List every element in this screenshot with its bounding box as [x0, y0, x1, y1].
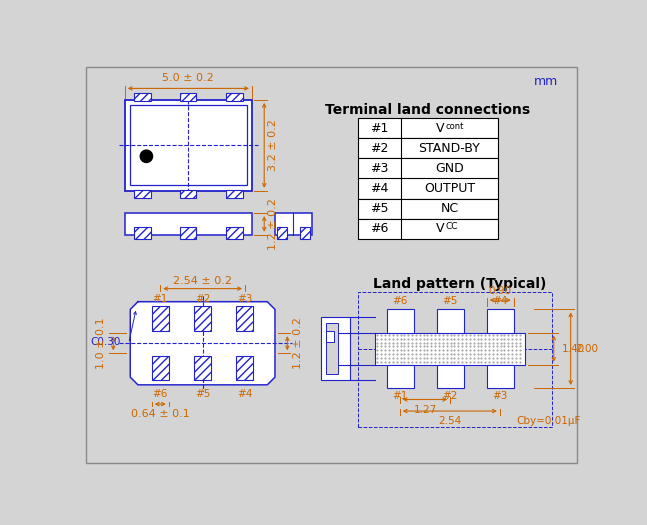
Bar — [179, 190, 197, 198]
Bar — [326, 331, 333, 342]
Bar — [487, 309, 514, 332]
Bar — [487, 365, 514, 388]
Text: #6: #6 — [392, 296, 408, 306]
Bar — [321, 317, 351, 380]
Text: C0.30: C0.30 — [91, 337, 121, 347]
Text: OUTPUT: OUTPUT — [424, 182, 475, 195]
Bar — [194, 355, 211, 380]
Text: 1.0 ± 0.1: 1.0 ± 0.1 — [96, 318, 106, 369]
Text: 0.90: 0.90 — [488, 286, 512, 296]
Text: #3: #3 — [492, 391, 507, 401]
Text: #5: #5 — [371, 202, 389, 215]
Bar — [276, 227, 287, 239]
Text: #1: #1 — [153, 294, 168, 304]
Bar — [130, 106, 247, 185]
Bar — [358, 139, 498, 159]
Text: 2.54: 2.54 — [438, 416, 461, 426]
Bar — [358, 159, 498, 178]
Text: NC: NC — [441, 202, 459, 215]
Text: 3.2 ± 0.2: 3.2 ± 0.2 — [269, 120, 278, 171]
Bar — [387, 365, 413, 388]
Bar — [194, 306, 211, 331]
Text: Land pattern (Typical): Land pattern (Typical) — [373, 277, 547, 291]
Text: GND: GND — [435, 162, 464, 175]
Bar — [134, 227, 151, 239]
Bar — [125, 100, 252, 191]
Text: #4: #4 — [237, 390, 252, 400]
Bar — [152, 306, 169, 331]
Text: V: V — [436, 222, 444, 235]
Text: 1.2 ± 0.2: 1.2 ± 0.2 — [269, 198, 278, 250]
Text: 5.0 ± 0.2: 5.0 ± 0.2 — [162, 73, 214, 83]
Text: 1.2 ± 0.2: 1.2 ± 0.2 — [293, 317, 303, 369]
Text: #2: #2 — [371, 142, 389, 155]
Text: 2.00: 2.00 — [575, 344, 598, 354]
Bar — [358, 178, 498, 198]
Text: #2: #2 — [443, 391, 458, 401]
Bar — [237, 355, 254, 380]
Bar — [179, 227, 197, 239]
Bar — [358, 198, 498, 218]
Bar — [358, 218, 498, 238]
Text: #5: #5 — [195, 390, 210, 400]
Text: #3: #3 — [237, 294, 252, 304]
Polygon shape — [130, 302, 275, 385]
Text: #3: #3 — [371, 162, 389, 175]
Text: cont: cont — [446, 122, 464, 131]
Text: Terminal land connections: Terminal land connections — [325, 103, 531, 117]
Bar — [375, 332, 525, 365]
Text: #2: #2 — [195, 294, 210, 304]
Bar — [179, 93, 197, 101]
Text: #6: #6 — [371, 222, 389, 235]
Text: #4: #4 — [371, 182, 389, 195]
Bar — [125, 213, 252, 235]
Bar — [326, 323, 338, 374]
Bar — [226, 93, 243, 101]
Text: V: V — [436, 122, 444, 135]
Bar — [134, 190, 151, 198]
Text: 0.64 ± 0.1: 0.64 ± 0.1 — [131, 409, 190, 419]
Bar — [226, 190, 243, 198]
Bar — [387, 309, 413, 332]
Text: Cby=0.01μF: Cby=0.01μF — [517, 416, 581, 426]
Bar — [437, 309, 464, 332]
Bar — [437, 365, 464, 388]
Circle shape — [140, 150, 153, 162]
Bar — [134, 93, 151, 101]
Text: mm: mm — [534, 75, 558, 88]
Bar — [275, 213, 312, 235]
Bar — [226, 227, 243, 239]
Bar — [358, 119, 498, 139]
Bar — [237, 306, 254, 331]
Text: #1: #1 — [371, 122, 389, 135]
Text: CC: CC — [446, 222, 458, 231]
Text: STAND-BY: STAND-BY — [419, 142, 480, 155]
Text: #5: #5 — [443, 296, 458, 306]
Bar — [152, 355, 169, 380]
Bar — [358, 292, 552, 427]
Text: 1.40: 1.40 — [562, 344, 584, 354]
Text: 2.54 ± 0.2: 2.54 ± 0.2 — [173, 276, 232, 286]
Text: #6: #6 — [153, 390, 168, 400]
Text: #4: #4 — [492, 296, 507, 306]
Text: 1.27: 1.27 — [413, 405, 437, 415]
Bar — [300, 227, 311, 239]
Text: #1: #1 — [392, 391, 408, 401]
